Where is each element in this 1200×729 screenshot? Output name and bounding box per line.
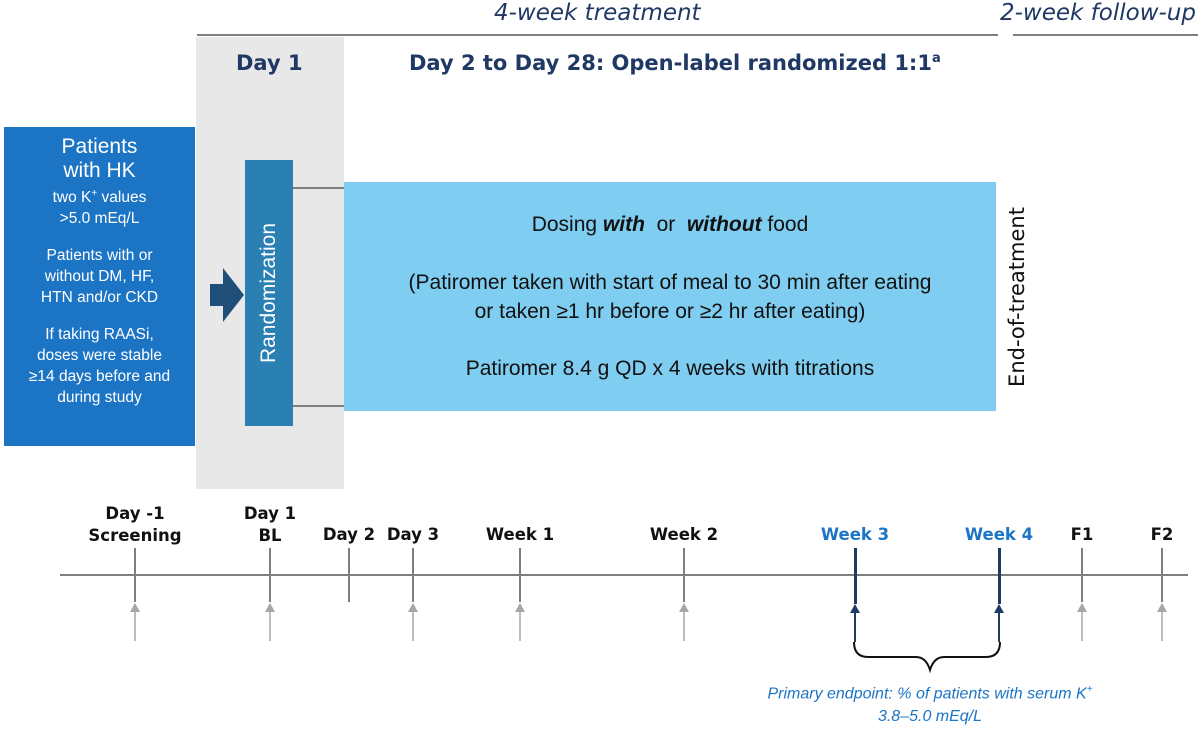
dosing-with: with	[602, 213, 645, 236]
conditions-line1: Patients with or	[46, 247, 153, 265]
timeline-label: Day 3	[387, 524, 439, 546]
patients-box: Patients with HK two K+ values >5.0 mEq/…	[4, 127, 195, 446]
connector-top	[293, 187, 344, 189]
raasi-text: If taking RAASi, doses were stable ≥14 d…	[4, 324, 195, 408]
timeline-tick	[519, 548, 521, 602]
day2-28-heading: Day 2 to Day 28: Open-label randomized 1…	[409, 51, 941, 75]
timeline-tick	[348, 548, 350, 602]
up-arrow-icon	[1157, 603, 1167, 641]
right-arrow-icon	[210, 268, 244, 322]
dosing-line1-mid: or	[644, 213, 687, 236]
timeline-label-line1: F1	[1070, 525, 1094, 544]
timeline-label-line1: Week 3	[820, 525, 890, 544]
timeline-label-line2: Screening	[88, 526, 182, 545]
k-values-line1: two K+ values	[4, 183, 195, 208]
k-values-text: two K+ values >5.0 mEq/L	[4, 183, 195, 229]
timeline-tick	[853, 548, 857, 604]
conditions-text: Patients with or without DM, HF, HTN and…	[4, 245, 195, 308]
primary-endpoint-line1: Primary endpoint: % of patients with ser…	[767, 678, 1092, 705]
timeline-tick	[412, 548, 414, 602]
dosing-without: without	[686, 213, 762, 236]
up-arrow-icon	[994, 604, 1004, 642]
timeline-label: Week 1	[486, 524, 554, 546]
timeline-label: Week 4	[965, 524, 1033, 546]
timeline-label-line1: Week 4	[964, 525, 1034, 544]
timeline-label-line2: BL	[258, 526, 282, 545]
timeline-label: Day -1 Screening	[88, 503, 181, 547]
end-of-treatment-label: End-of-treatment	[1005, 207, 1029, 387]
k-values-post: values	[97, 189, 147, 207]
brace-icon	[853, 641, 1001, 674]
primary-endpoint-text: Primary endpoint: % of patients with ser…	[767, 678, 1092, 728]
dosing-line4: Patiromer 8.4 g QD x 4 weeks with titrat…	[465, 357, 875, 380]
timeline-label: F1	[1071, 524, 1094, 546]
randomization-label: Randomization	[257, 222, 280, 364]
dosing-line3: or taken ≥1 hr before or ≥2 hr after eat…	[474, 300, 866, 323]
day1-heading: Day 1	[236, 51, 303, 75]
up-arrow-icon	[515, 603, 525, 641]
timeline-label: Week 2	[650, 524, 718, 546]
patients-title: Patients with HK	[4, 135, 195, 183]
k-values-line2: >5.0 mEq/L	[59, 210, 140, 228]
timeline-label: Week 3	[821, 524, 889, 546]
connector-bottom	[293, 405, 344, 407]
timeline-label-line1: Day -1	[105, 504, 165, 523]
timeline-label: Day 2	[323, 524, 375, 546]
followup-phase-label: 2-week follow-up	[1000, 0, 1196, 26]
timeline-tick	[683, 548, 685, 602]
dosing-line1-pre: Dosing	[531, 213, 603, 236]
primary-endpoint-line2: 3.8–5.0 mEq/L	[877, 708, 983, 726]
timeline-label-line1: Day 2	[322, 525, 376, 544]
timeline-label-line1: Week 1	[485, 525, 555, 544]
k-values-sup: +	[91, 188, 98, 199]
followup-phase-line	[1013, 34, 1198, 36]
treatment-phase-label: 4-week treatment	[494, 0, 701, 26]
timeline-label-line1: Day 1	[243, 504, 297, 523]
raasi-line4: during study	[57, 389, 142, 407]
patients-title-line1: Patients	[61, 135, 138, 158]
primary-endpoint-pre: Primary endpoint: % of patients with ser…	[767, 685, 1087, 703]
up-arrow-icon	[850, 604, 860, 642]
raasi-line1: If taking RAASi,	[45, 326, 154, 344]
up-arrow-icon	[265, 603, 275, 641]
timeline-tick	[1161, 548, 1163, 602]
randomization-box	[245, 160, 293, 426]
timeline-label: Day 1 BL	[244, 503, 296, 547]
timeline-tick	[269, 548, 271, 602]
day2-28-heading-text: Day 2 to Day 28: Open-label randomized 1…	[409, 51, 932, 75]
primary-endpoint-sup: +	[1086, 684, 1093, 695]
timeline-label-line1: Week 2	[649, 525, 719, 544]
raasi-line3: ≥14 days before and	[28, 368, 171, 386]
conditions-line3: HTN and/or CKD	[40, 289, 159, 307]
raasi-line2: doses were stable	[37, 347, 162, 365]
dosing-line1-post: food	[761, 213, 809, 236]
dosing-line2: (Patiromer taken with start of meal to 3…	[408, 271, 932, 294]
dosing-box: Dosing with or without food (Patiromer t…	[344, 182, 996, 411]
dosing-line1: Dosing with or without food	[344, 213, 996, 237]
timeline-label-line1: F2	[1150, 525, 1174, 544]
conditions-line2: without DM, HF,	[44, 268, 155, 286]
patients-title-line2: with HK	[63, 159, 136, 182]
up-arrow-icon	[130, 603, 140, 641]
timeline-axis	[60, 574, 1188, 576]
timeline-tick	[134, 548, 136, 602]
up-arrow-icon	[679, 603, 689, 641]
up-arrow-icon	[408, 603, 418, 641]
up-arrow-icon	[1077, 603, 1087, 641]
treatment-phase-line	[197, 34, 998, 36]
timeline-tick	[1081, 548, 1083, 602]
timeline-label: F2	[1151, 524, 1174, 546]
timeline-tick	[997, 548, 1001, 604]
k-values-pre: two K	[52, 189, 92, 207]
day2-28-heading-footnote: a	[931, 51, 941, 66]
timeline-label-line1: Day 3	[386, 525, 440, 544]
